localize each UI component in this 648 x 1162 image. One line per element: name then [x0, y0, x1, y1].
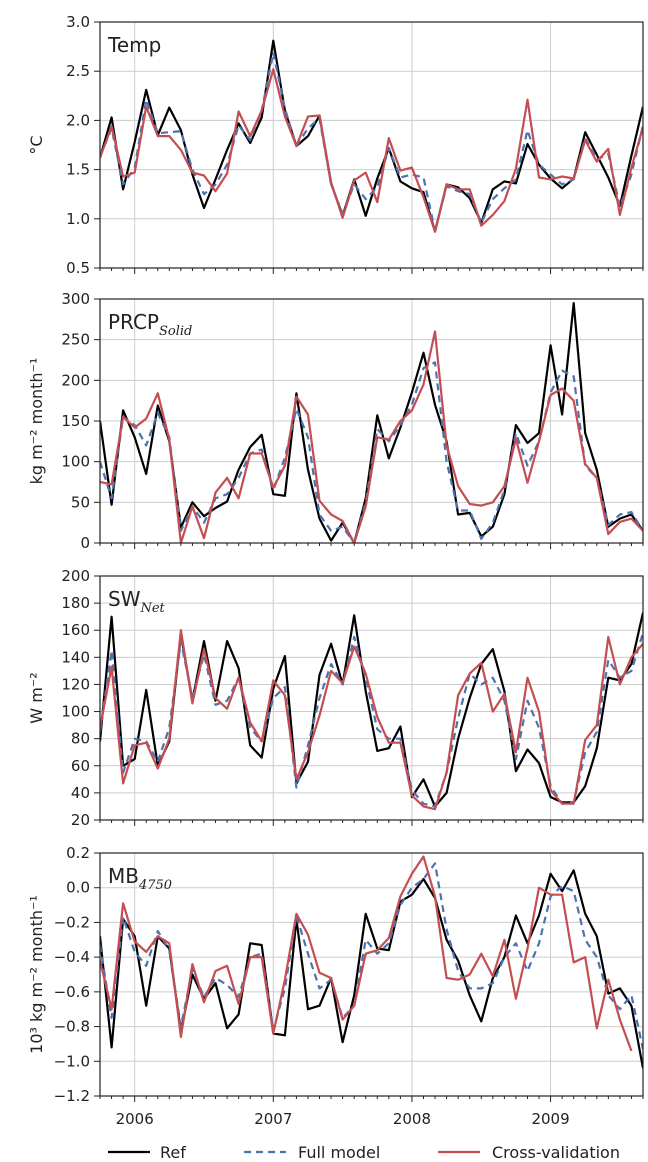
series-line-cv — [100, 330, 643, 543]
y-tick-label: 1.5 — [66, 161, 90, 179]
plot-frame — [99, 852, 644, 1097]
plot-frame — [99, 21, 644, 269]
y-tick-label: −0.8 — [54, 1018, 90, 1036]
legend-cv-label: Cross-validation — [492, 1143, 620, 1162]
panel-3: 20 40 60 80 100 120 140 160 180 200 SWNet W m⁻² — [27, 567, 644, 829]
y-tick-label: 300 — [61, 290, 90, 308]
y-tick-label: −1.0 — [54, 1052, 90, 1070]
y-tick-label: 60 — [71, 757, 90, 775]
panel-title-main: SW — [108, 587, 141, 611]
series-group — [100, 302, 643, 543]
panel-title: PRCPSolid — [108, 310, 192, 339]
y-axis-label: kg m⁻² month⁻¹ — [27, 358, 46, 485]
panel-title: Temp — [107, 33, 161, 57]
series-line-cv — [100, 855, 633, 1052]
y-tick-label: 180 — [61, 594, 90, 612]
y-tick-label: 200 — [61, 371, 90, 389]
y-tick-label: 20 — [71, 811, 90, 829]
panel-title: MB4750 — [108, 864, 172, 893]
x-tick-label: 2007 — [254, 1110, 292, 1128]
plot-frame — [99, 298, 644, 544]
y-tick-label: 0 — [80, 534, 90, 552]
panel-title-subscript: Solid — [159, 324, 192, 339]
panel-4: 2006 2007 2008 2009 −1.2 −1.0 −0.8 −0.6 −0.4 −0.2… — [27, 844, 644, 1128]
y-tick-label: 140 — [61, 648, 90, 666]
legend-full-label: Full model — [298, 1143, 380, 1162]
x-tick-label: 2009 — [531, 1110, 569, 1128]
x-tick-label: 2008 — [393, 1110, 431, 1128]
y-tick-label: 100 — [61, 453, 90, 471]
legend-ref-label: Ref — [160, 1143, 186, 1162]
y-tick-label: −1.2 — [54, 1087, 90, 1105]
panel-title-main: PRCP — [108, 310, 159, 334]
y-tick-label: 0.2 — [66, 844, 90, 862]
legend: Ref Full model Cross-validation — [108, 1143, 620, 1162]
y-tick-label: 1.0 — [66, 210, 90, 228]
y-tick-label: −0.2 — [54, 913, 90, 931]
y-tick-label: 160 — [61, 621, 90, 639]
panels: 0.5 1.0 1.5 2.0 2.5 3.0 Temp °C 0 50 100 150 200 250 3… — [27, 13, 644, 1128]
panel-1: 0.5 1.0 1.5 2.0 2.5 3.0 Temp °C — [27, 13, 644, 277]
y-tick-label: −0.4 — [54, 948, 90, 966]
panel-2: 0 50 100 150 200 250 300 PRCPSolid kg m⁻² month⁻… — [27, 290, 644, 552]
y-tick-label: 200 — [61, 567, 90, 585]
y-axis-label: 10³ kg m⁻² month⁻¹ — [27, 895, 46, 1054]
series-group — [100, 855, 643, 1069]
panel-title-subscript: 4750 — [138, 878, 172, 893]
series-group — [100, 39, 643, 233]
panel-title: SWNet — [108, 587, 166, 616]
panel-title-main: MB — [108, 864, 139, 888]
y-tick-label: 2.5 — [66, 62, 90, 80]
y-tick-label: 2.0 — [66, 111, 90, 129]
y-tick-label: 0.0 — [66, 879, 90, 897]
series-line-ref — [100, 302, 643, 543]
y-tick-label: 120 — [61, 675, 90, 693]
y-tick-label: 100 — [61, 703, 90, 721]
series-group — [100, 612, 643, 811]
series-line-cv — [100, 629, 643, 811]
x-tick-label: 2006 — [116, 1110, 154, 1128]
y-tick-label: 150 — [61, 412, 90, 430]
series-line-full — [100, 51, 643, 232]
y-tick-label: 250 — [61, 331, 90, 349]
y-tick-label: 3.0 — [66, 13, 90, 31]
series-line-ref — [100, 869, 643, 1069]
plot-frame — [99, 575, 644, 821]
y-tick-label: 50 — [71, 493, 90, 511]
panel-title-main: Temp — [107, 33, 161, 57]
panel-title-subscript: Net — [139, 601, 165, 616]
y-axis-label: W m⁻² — [27, 672, 46, 723]
y-tick-label: 80 — [71, 730, 90, 748]
series-line-cv — [100, 68, 643, 233]
y-tick-label: 0.5 — [66, 259, 90, 277]
y-tick-label: −0.6 — [54, 983, 90, 1001]
y-axis-label: °C — [27, 135, 46, 154]
y-tick-label: 40 — [71, 784, 90, 802]
